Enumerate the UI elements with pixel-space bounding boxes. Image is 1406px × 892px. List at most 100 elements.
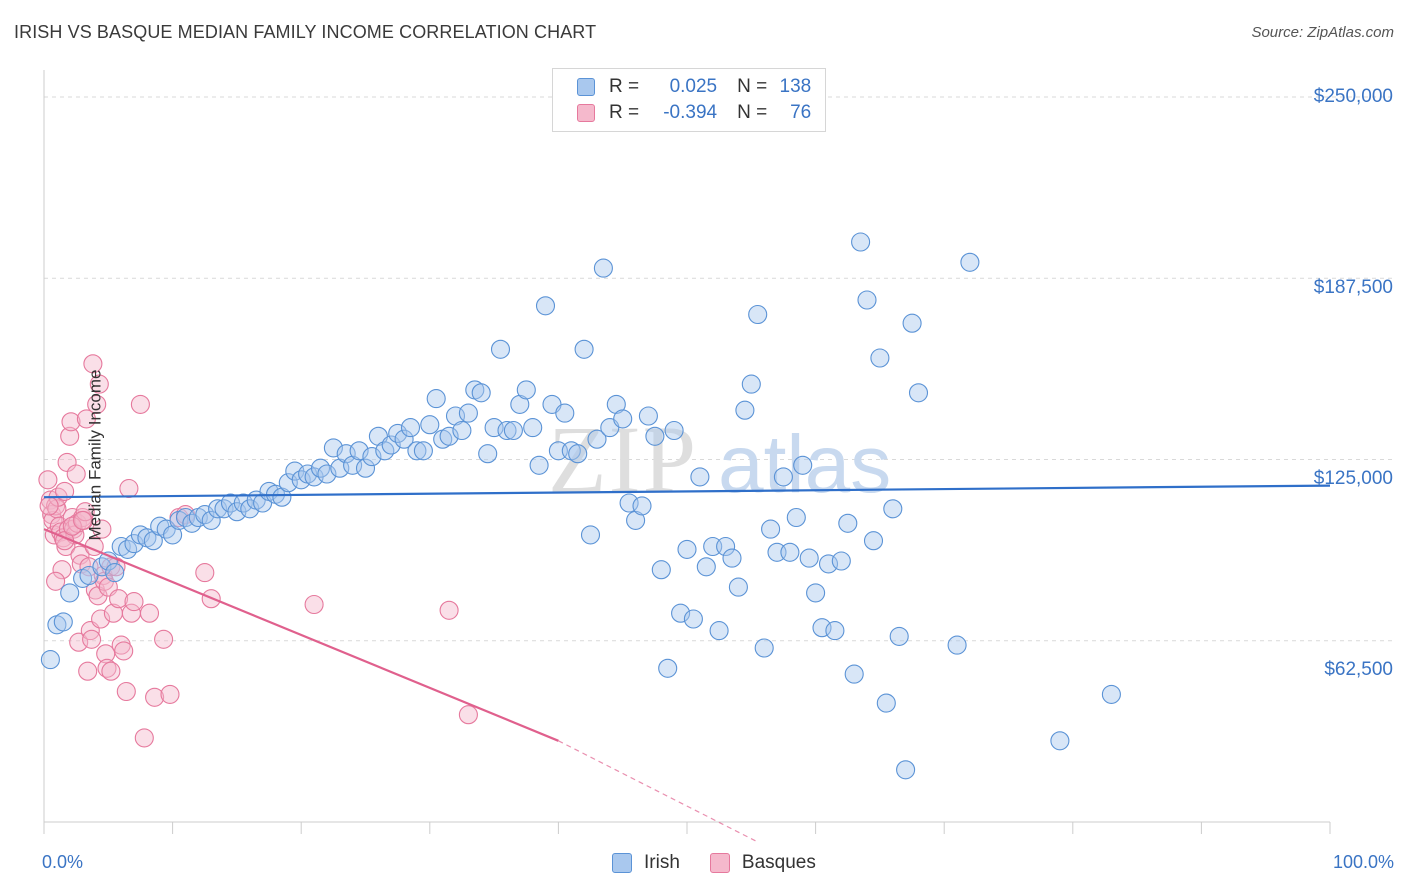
basque-point-70 [39,496,59,516]
irish-point-66 [478,444,498,464]
irish-point-126 [863,531,884,551]
irish-point-65 [471,383,491,403]
basque-point-56 [124,592,144,612]
basque-point-25 [71,554,91,574]
irish-point-47 [355,458,376,478]
irish-point-135 [960,252,980,272]
irish-point-103 [716,536,736,557]
irish-point-70 [503,420,523,441]
basque-point-30 [78,661,98,681]
watermark-atlas: atlas [718,419,891,510]
basque-point-65 [195,563,215,583]
irish-point-60 [439,426,459,446]
irish-point-83 [587,429,607,449]
basque-point-33 [82,629,102,649]
irish-point-89 [626,510,646,530]
irish-point-87 [613,409,633,429]
trend-lines [43,484,1331,843]
irish-point-46 [349,441,369,461]
irish-point-100 [696,557,716,577]
zipatlas-watermark: ZIP atlas [548,406,891,513]
basque-trend-extension [558,740,759,843]
irish-point-91 [638,406,658,426]
irish-legend-swatch [612,853,632,873]
basque-point-34 [83,354,103,374]
irish-point-78 [555,403,575,423]
irish-point-93 [651,560,671,580]
irish-swatch [577,78,595,96]
irish-point-112 [773,467,793,487]
basque-point-54 [119,478,139,499]
irish-point-81 [574,339,594,359]
irish-point-116 [799,548,819,568]
irish-point-127 [870,348,890,368]
irish-point-114 [786,507,806,528]
irish-point-56 [413,441,433,461]
basques-legend-swatch [709,853,730,873]
basque-point-52 [114,641,134,661]
irish-point-8 [105,563,125,583]
irish-point-115 [793,455,813,475]
y-axis-label: Median Family Income [85,369,105,541]
irish-points [40,232,1121,780]
irish-point-124 [851,232,871,252]
irish-point-99 [690,467,710,487]
irish-point-68 [490,339,511,359]
irish-point-72 [516,380,536,400]
irish-point-98 [683,609,703,629]
irish-point-105 [728,577,748,597]
irish-point-82 [580,525,601,545]
gridlines [44,96,1392,642]
irish-legend-label: Irish [644,852,680,873]
irish-trend-line [43,484,1331,499]
irish-point-62 [452,420,472,441]
legend-n-value: 76 [790,102,812,123]
legend-n-value: 138 [779,76,812,97]
irish-point-130 [889,626,909,646]
basque-point-10 [52,560,72,580]
irish-point-125 [857,290,877,310]
irish-point-123 [844,664,864,684]
irish-point-43 [330,458,350,478]
irish-point-0 [40,650,60,670]
irish-point-110 [761,519,781,539]
irish-point-17 [163,525,183,545]
irish-point-102 [709,621,729,641]
basques-swatch [577,104,595,122]
irish-point-90 [632,496,652,516]
legend-row-irish: R = 0.025 N = 138 [577,74,811,100]
legend-r-label: R = [609,102,640,123]
source-credit: Source: ZipAtlas.com [1251,24,1394,41]
series-legend: Irish Basques [612,852,846,874]
irish-point-117 [806,583,826,603]
legend-r-label: R = [609,76,640,97]
basque-point-16 [60,426,80,446]
irish-point-14 [143,531,163,551]
irish-point-119 [818,554,839,574]
irish-point-63 [458,403,478,423]
irish-point-69 [497,420,517,441]
irish-point-23 [201,510,221,530]
basque-point-68 [439,600,459,620]
irish-point-106 [735,400,755,420]
irish-point-74 [529,455,549,475]
axes [43,70,1331,834]
x-tick-min: 0.0% [42,852,84,872]
basque-point-73 [62,516,82,536]
basque-point-53 [116,681,136,702]
basque-point-17 [61,412,81,432]
irish-point-55 [407,441,427,461]
basque-point-39 [89,374,109,394]
irish-point-75 [535,296,556,316]
irish-point-73 [523,418,543,438]
legend-n-label: N = [737,76,768,97]
basque-point-41 [92,519,112,539]
correlation-legend: R = 0.025 N = 138 R = -0.394 N = 76 [552,68,826,132]
irish-point-136 [1050,731,1070,751]
basque-point-61 [154,629,174,649]
irish-point-92 [645,426,665,446]
basque-point-59 [139,603,160,623]
irish-point-107 [741,374,761,394]
basque-point-58 [134,728,154,748]
